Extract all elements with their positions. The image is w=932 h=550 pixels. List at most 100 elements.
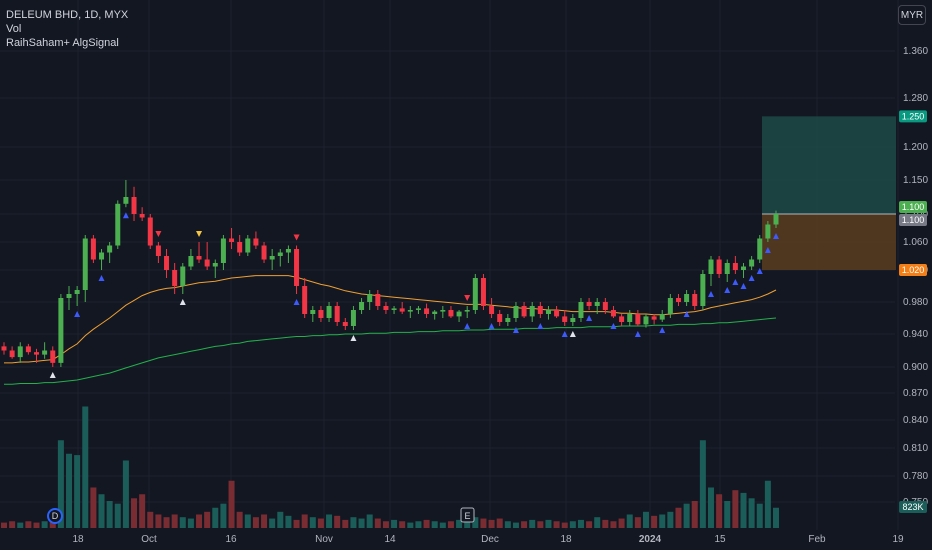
candle-body (684, 294, 690, 302)
time-axis[interactable]: 18 Oct 16 Nov 14 Dec 18 2024 15 Feb 19 (72, 534, 904, 545)
candle-body (562, 316, 568, 322)
volume-bar (122, 460, 129, 528)
volume-bar (326, 514, 333, 528)
volume-bar (212, 507, 219, 528)
candle-body (383, 306, 389, 310)
signal-marker (196, 231, 203, 237)
time-tick-label: 18 (560, 534, 572, 545)
volume-bar (114, 503, 121, 528)
symbol-title[interactable]: DELEUM BHD, 1D, MYX (6, 9, 129, 21)
candle-body (180, 266, 186, 286)
target-zone (762, 116, 896, 214)
candle-body (342, 322, 348, 326)
price-badge (899, 264, 927, 276)
volume-bar (391, 519, 398, 528)
price-badge-label: 1.020 (902, 265, 925, 275)
candle-body (415, 308, 421, 310)
time-tick-label: Feb (808, 534, 826, 545)
candle-body (716, 259, 722, 274)
signal-marker (98, 275, 105, 281)
volume-bar (480, 518, 487, 528)
volume-bar (529, 519, 536, 528)
candle-body (521, 306, 527, 317)
volume-bar (423, 519, 430, 528)
price-tick-label: 1.200 (903, 142, 928, 153)
position-zones (762, 116, 896, 270)
candle-body (1, 346, 7, 351)
volume-bar (431, 521, 438, 528)
candle-body (147, 217, 153, 246)
volume-bar (277, 511, 284, 528)
volume-bar (17, 522, 24, 528)
candle-body (326, 306, 332, 318)
signal-marker (293, 299, 300, 305)
chart-legend: DELEUM BHD, 1D, MYX Vol RaihSaham+ AlgSi… (6, 8, 128, 50)
candle-body (505, 318, 511, 322)
volume-bar (472, 517, 479, 528)
candle-body (586, 302, 592, 306)
volume-bar (366, 514, 373, 528)
candle-body (627, 314, 633, 322)
volume-bar (561, 522, 568, 528)
candle-body (765, 224, 771, 239)
candle-body (773, 214, 779, 225)
price-tick-label: 0.980 (903, 297, 928, 308)
price-badge-label: 1.100 (902, 202, 925, 212)
candle-body (139, 214, 145, 218)
volume-bar (732, 490, 739, 528)
signal-marker (586, 315, 593, 321)
candle-body (545, 310, 551, 314)
earnings-marker[interactable] (460, 507, 475, 523)
time-tick-label: 18 (72, 534, 84, 545)
volume-bar (244, 514, 251, 528)
volume-bar (773, 507, 779, 528)
candle-body (318, 310, 324, 318)
candle-body (391, 308, 397, 310)
signal-marker (512, 327, 519, 333)
candle-body (448, 310, 454, 317)
volume-bar (569, 521, 576, 528)
candle-body (708, 259, 714, 274)
volume-bar (25, 521, 32, 528)
volume-bar (586, 521, 593, 528)
volume-bar (334, 515, 341, 528)
currency-button[interactable]: MYR (898, 5, 926, 25)
candle-body (334, 306, 340, 322)
volume-badge-label: 823K (902, 502, 923, 512)
candle-body (229, 238, 235, 242)
indicator-legend[interactable]: RaihSaham+ AlgSignal (6, 37, 119, 49)
candle-body (537, 306, 543, 314)
signal-marker (569, 331, 576, 337)
volume-bar (252, 517, 259, 528)
candle-body (602, 302, 608, 310)
volume-bar (691, 501, 698, 528)
candle-body (472, 278, 478, 310)
candle-body (58, 298, 64, 363)
time-tick-label: 15 (714, 534, 726, 545)
volume-bar (106, 501, 113, 528)
dividend-marker-label: D (52, 511, 59, 521)
candle-body (407, 310, 413, 312)
volume-bar (464, 521, 471, 528)
volume-legend[interactable]: Vol (6, 23, 22, 35)
dividend-marker[interactable] (47, 508, 63, 524)
candle-body (269, 256, 275, 260)
signal-marker (707, 291, 714, 297)
volume-bar (512, 522, 519, 528)
candle-body (692, 294, 698, 306)
volume-bar (699, 440, 706, 528)
candle-body (123, 197, 129, 204)
price-badges: 1.250 1.100 1.100 1.020 823K (899, 110, 927, 513)
volume-bar (358, 518, 365, 528)
candle-body (643, 316, 649, 325)
volume-bar (33, 522, 40, 528)
candle-body (740, 266, 746, 270)
candle-body (757, 238, 763, 260)
signal-marker (732, 279, 739, 285)
volume-bar (350, 517, 357, 528)
volume-bar (724, 501, 731, 528)
candle-body (732, 263, 738, 270)
volume-bar (456, 519, 463, 528)
